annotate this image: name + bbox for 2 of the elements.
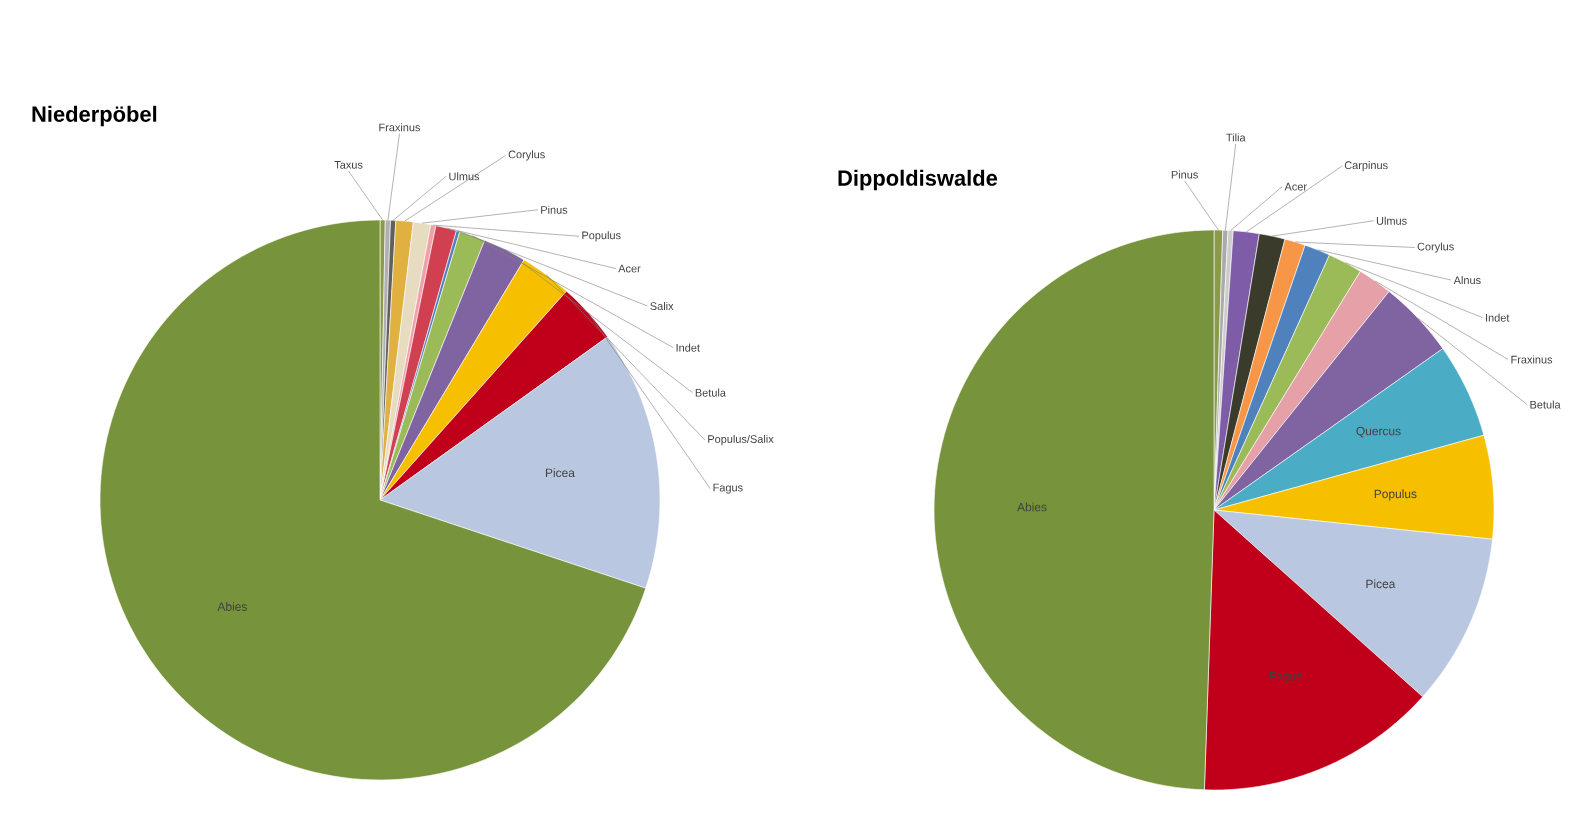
text: Dippoldiswalde	[838, 169, 998, 191]
chart-title: Niederpöbel	[32, 105, 157, 127]
